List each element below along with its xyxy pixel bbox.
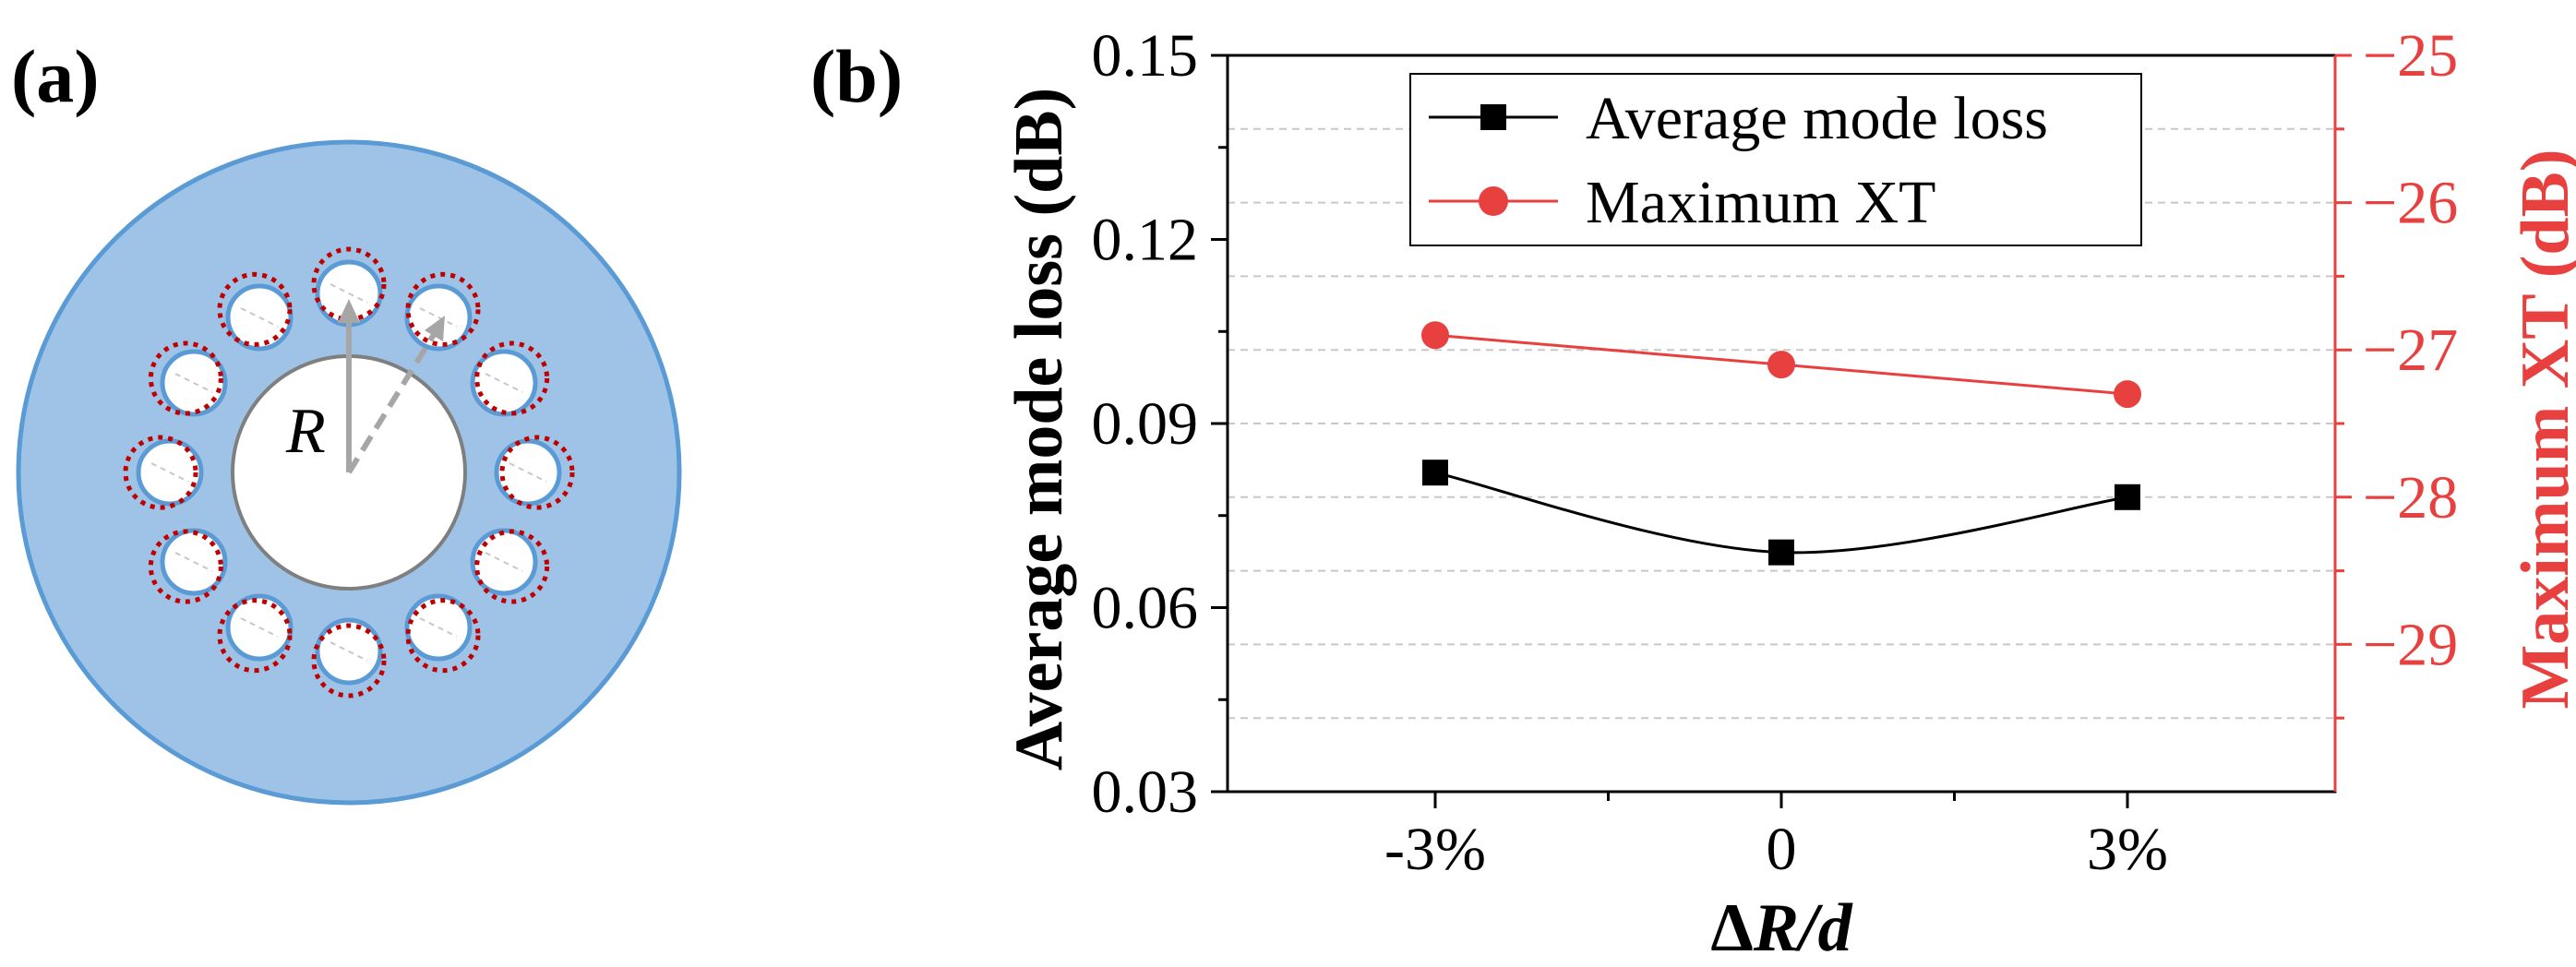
y-tick-label: 0.15 (1092, 22, 1199, 90)
y-axis-title: Average mode loss (dB) (1001, 88, 1077, 771)
y-tick-label: 0.06 (1092, 575, 1199, 642)
radius-label: R (285, 396, 326, 467)
tube-ring (123, 246, 575, 698)
data-point-circle (2114, 380, 2141, 409)
shifted-tube-outline (405, 598, 481, 674)
tube-guide-line (509, 462, 547, 483)
shifted-tube-outline (148, 340, 223, 416)
x-axis-title-vars: R/d (1753, 890, 1853, 966)
y-tick-label: 0.12 (1092, 207, 1199, 274)
tube-guide-line (240, 617, 279, 638)
legend-label-xt: Maximum XT (1586, 169, 1935, 236)
y-right-tick-label: −29 (2363, 611, 2458, 678)
shifted-tube-outline (474, 529, 550, 604)
tube-guide-line (174, 552, 213, 572)
data-point-circle (1421, 321, 1449, 350)
legend-box (1409, 73, 2142, 246)
x-tick-label: 0 (1767, 816, 1797, 883)
x-axis-title-delta: Δ (1710, 890, 1753, 966)
tube-guide-line (485, 373, 523, 393)
tube-guide-line (240, 307, 279, 328)
data-point-circle (1767, 351, 1795, 379)
right-axis: −29 −28 −27 −26 −25 (2335, 22, 2458, 720)
x-axis: -3% 0 3% (1384, 792, 2168, 883)
x-tick-label: 3% (2087, 816, 2168, 883)
radius-arrowhead (338, 299, 360, 323)
shifted-tube-outline (217, 598, 293, 674)
shifted-tube-outline (123, 435, 198, 510)
shifted-tube-outline (148, 529, 223, 604)
shifted-radius-arrow (346, 327, 440, 474)
data-point-square (1768, 539, 1794, 566)
legend-marker-xt (1479, 186, 1508, 216)
data-point-square (2115, 484, 2140, 510)
shifted-tube-outline (474, 340, 550, 416)
panel-a: (a) R (11, 34, 682, 806)
panel-b-label: (b) (810, 34, 903, 118)
shifted-tube-outline (405, 271, 481, 347)
y-right-tick-label: −26 (2363, 170, 2458, 237)
x-tick-label: -3% (1384, 816, 1486, 883)
tube-guide-line (329, 641, 368, 662)
tube-guide-line (174, 373, 213, 393)
tube-guide-line (485, 552, 523, 572)
shifted-radius-arrowhead (425, 316, 445, 341)
y-tick-label: 0.03 (1092, 758, 1199, 826)
tube-guide-line (150, 462, 189, 483)
panel-a-label: (a) (11, 34, 100, 118)
y-right-tick-label: −28 (2363, 464, 2458, 531)
tube-guide-line (419, 617, 458, 638)
legend: Average mode loss Maximum XT (1409, 73, 2142, 246)
legend-marker-loss (1480, 104, 1506, 130)
left-axis: 0.03 0.06 0.09 0.12 0.15 (1092, 22, 1228, 826)
shifted-tube-outline (499, 435, 575, 510)
tube-guide-line (419, 307, 458, 328)
legend-label-loss: Average mode loss (1586, 85, 2048, 152)
panel-b: (b) 0.03 0.06 0.09 0.12 0.15 −29 −28 −27 −26 −25… (810, 22, 2576, 966)
tube-guide-line (329, 283, 368, 304)
shifted-tube-outline (217, 271, 293, 347)
y-right-tick-label: −27 (2363, 316, 2458, 384)
series-layer (1421, 321, 2141, 566)
y-right-tick-label: −25 (2363, 22, 2458, 90)
y-axis-title-right: Maximum XT (dB) (2508, 149, 2576, 709)
data-point-square (1422, 460, 1448, 486)
shifted-tube-outline (311, 623, 387, 698)
x-axis-title: ΔR/d (1710, 890, 1852, 966)
y-tick-label: 0.09 (1092, 390, 1199, 458)
